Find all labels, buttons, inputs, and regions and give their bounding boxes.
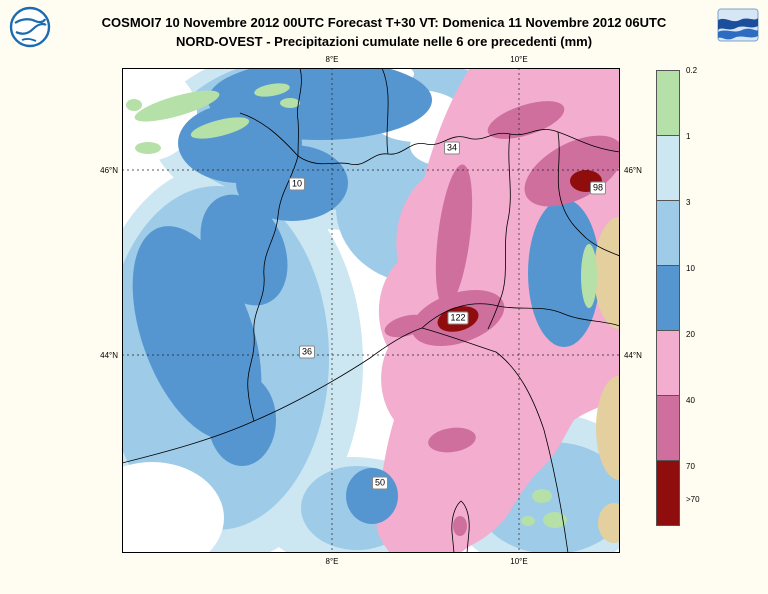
precip-max-label: 34 <box>443 141 461 155</box>
region-borders <box>122 68 620 553</box>
regional-border-east <box>557 131 620 257</box>
institute-logo-graphic <box>9 6 51 48</box>
axis-label-top-8e: 8°E <box>325 55 339 64</box>
coastline <box>122 327 569 553</box>
legend-label: 20 <box>686 329 695 339</box>
legend-swatch <box>656 460 680 526</box>
axis-label-left-44n: 44°N <box>100 351 118 360</box>
axis-label-top-10e: 10°E <box>510 55 528 64</box>
legend-label: >70 <box>686 494 700 504</box>
axis-label-right-44n: 44°N <box>624 351 642 360</box>
corsica-outline <box>451 500 470 553</box>
map-area <box>122 68 620 553</box>
north-border-spur <box>297 68 302 157</box>
legend-label: 3 <box>686 197 691 207</box>
map-frame <box>122 68 620 553</box>
swiss-border-spur <box>381 68 389 155</box>
legend-swatch <box>656 200 680 266</box>
legend-label: 0.2 <box>686 65 698 75</box>
french-border <box>247 155 299 422</box>
legend-swatch <box>656 330 680 396</box>
precip-field <box>122 68 620 553</box>
precip-max-label: 50 <box>371 476 389 490</box>
legend-label: 40 <box>686 395 695 405</box>
precipitation-map <box>122 68 620 553</box>
agency-logo <box>716 6 760 44</box>
axis-label-bottom-8e: 8°E <box>325 557 339 566</box>
precip-max-label: 122 <box>447 311 469 325</box>
agency-logo-graphic <box>717 8 759 42</box>
apennine-border <box>421 303 620 329</box>
grid-lines <box>122 68 620 553</box>
regional-border-lombardia <box>487 133 511 330</box>
page-title: COSMOI7 10 Novembre 2012 00UTC Forecast … <box>0 13 768 51</box>
axis-label-left-46n: 46°N <box>100 166 118 175</box>
legend-label: 1 <box>686 131 691 141</box>
axis-label-right-46n: 46°N <box>624 166 642 175</box>
legend-label: 70 <box>686 461 695 471</box>
title-line-1: COSMOI7 10 Novembre 2012 00UTC Forecast … <box>101 15 667 30</box>
alpine-border <box>239 112 620 166</box>
legend-swatch <box>656 395 680 461</box>
legend-swatch <box>656 70 680 136</box>
legend-colorbar <box>656 70 680 526</box>
legend-label: 10 <box>686 263 695 273</box>
precip-max-label: 98 <box>589 181 607 195</box>
title-line-2: NORD-OVEST - Precipitazioni cumulate nel… <box>175 34 593 49</box>
legend-swatch <box>656 265 680 331</box>
legend: 0.2 1 3 10 20 40 70 >70 <box>656 66 726 545</box>
precip-max-label: 10 <box>288 177 306 191</box>
institute-logo <box>9 6 51 48</box>
precip-max-label: 36 <box>298 345 316 359</box>
axis-label-bottom-10e: 10°E <box>510 557 528 566</box>
legend-swatch <box>656 135 680 201</box>
